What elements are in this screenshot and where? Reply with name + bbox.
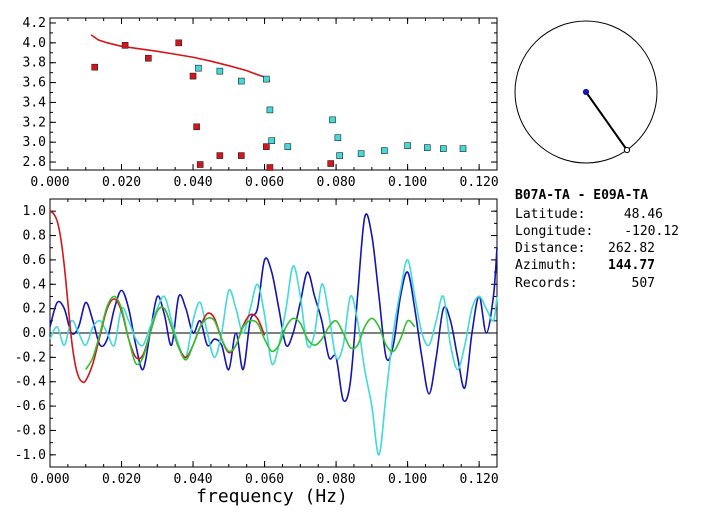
top-xtick-label: 0.060: [245, 175, 284, 190]
red-data-point: [196, 161, 204, 168]
red-data-point: [238, 152, 245, 159]
red-data-point: [266, 164, 274, 171]
top-xtick-label: 0.020: [102, 175, 141, 190]
bottom-xtick-label: 0.000: [30, 472, 69, 487]
bottom-panel: 0.000 0.020 0.040 0.060 0.080 0.100 0.120 -1.0 -…: [15, 198, 499, 487]
cyan-data-point: [459, 145, 467, 152]
red-data-point: [263, 143, 270, 150]
top-ytick-label: 4.0: [23, 36, 46, 51]
cyan-data-point: [381, 147, 388, 154]
top-xtick-label: 0.100: [388, 175, 427, 190]
red-data-point: [327, 160, 335, 167]
top-frame: [49, 17, 498, 171]
red-data-point: [145, 54, 152, 62]
group-velocity-curve: [90, 34, 271, 83]
bottom-xtick-label: 0.120: [460, 472, 499, 487]
info-label-distance: Distance:: [515, 241, 585, 256]
bottom-ytick-label: 0.2: [23, 302, 46, 317]
green-trace: [85, 295, 416, 370]
bottom-ytick-label: 0.0: [23, 326, 46, 341]
bottom-ytick-label: -0.6: [15, 399, 46, 414]
top-xtick-label: 0.040: [173, 175, 212, 190]
bottom-ytick-label: 0.4: [23, 277, 47, 292]
bottom-xtick-label: 0.080: [317, 472, 356, 487]
cyan-data-point: [216, 67, 224, 75]
cyan-data-point: [423, 144, 431, 151]
receiver-station-dot: [623, 146, 631, 154]
cyan-data-point: [263, 75, 270, 83]
source-station-dot: [582, 88, 590, 96]
info-label-azimuth: Azimuth:: [515, 258, 578, 273]
top-ytick-label: 4.2: [23, 16, 46, 31]
cyan-data-point: [266, 106, 274, 114]
red-data-point: [193, 123, 200, 131]
top-ytick-label: 3.4: [23, 95, 47, 110]
red-data-point: [121, 42, 129, 49]
cyan-data-point: [329, 116, 336, 124]
cyan-data-point: [284, 143, 292, 150]
info-label-records: Records:: [515, 276, 578, 291]
bottom-ytick-label: 0.8: [23, 229, 46, 244]
cyan-data-point: [268, 137, 276, 144]
cyan-data-point: [334, 134, 342, 142]
azimuth-compass: [514, 20, 658, 164]
cyan-data-point: [440, 145, 447, 152]
top-ytick-label: 3.0: [23, 135, 46, 150]
bottom-ytick-label: 0.6: [23, 253, 46, 268]
top-ytick-label: 3.6: [23, 76, 46, 91]
bottom-xtick-label: 0.060: [245, 472, 284, 487]
top-xtick-label: 0.000: [30, 175, 69, 190]
red-data-point: [175, 39, 183, 47]
bottom-ytick-label: -1.0: [15, 448, 46, 463]
info-value-latitude: 48.46: [624, 207, 663, 222]
bottom-xtick-label: 0.100: [388, 472, 427, 487]
info-label-latitude: Latitude:: [515, 207, 585, 222]
info-value-records: 507: [632, 276, 655, 291]
cyan-data-point: [404, 142, 411, 149]
top-ytick-label: 3.8: [23, 56, 46, 71]
cyan-data-point: [238, 77, 245, 85]
info-label-longitude: Longitude:: [515, 224, 593, 239]
info-value-azimuth: 144.77: [608, 258, 655, 273]
station-pair: B07A-TA - E09A-TA: [515, 188, 648, 203]
bottom-xtick-label: 0.020: [102, 472, 141, 487]
cyan-trace: [49, 259, 498, 456]
info-value-distance: 262.82: [608, 241, 655, 256]
bottom-ytick-label: -0.4: [15, 375, 46, 390]
red-data-point: [189, 72, 197, 80]
info-value-longitude: -120.12: [624, 224, 679, 239]
x-axis-title: frequency (Hz): [196, 486, 348, 507]
blue-trace: [49, 213, 498, 403]
bottom-ytick-label: -0.8: [15, 423, 46, 438]
compass-circle: [514, 20, 658, 164]
cyan-data-point: [336, 152, 343, 159]
top-panel: 0.000 0.020 0.040 0.060 0.080 0.100 0.120 2.8 3.…: [23, 16, 499, 190]
top-xtick-label: 0.080: [317, 175, 356, 190]
top-ytick-label: 3.2: [23, 115, 46, 130]
top-xtick-label: 0.120: [460, 175, 499, 190]
red-data-point: [216, 152, 224, 159]
cyan-data-point: [195, 64, 202, 72]
bottom-ytick-label: 1.0: [23, 204, 46, 219]
bottom-xtick-label: 0.040: [173, 472, 212, 487]
red-data-point: [91, 63, 98, 71]
azimuth-line: [585, 91, 628, 151]
bottom-ytick-label: -0.2: [15, 350, 46, 365]
top-ytick-label: 2.8: [23, 155, 46, 170]
cyan-data-point: [357, 150, 365, 157]
